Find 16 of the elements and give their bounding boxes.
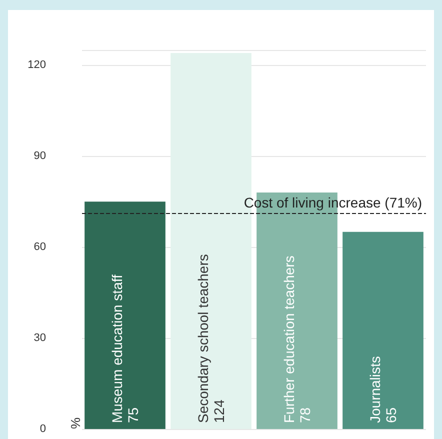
bar: [84, 202, 166, 429]
y-axis-title: %: [68, 417, 83, 429]
data-label: 78: [297, 407, 313, 423]
data-label: 75: [125, 407, 141, 423]
y-tick-label: 90: [34, 150, 46, 162]
x-tick-label: Secondary school teachers: [195, 254, 211, 423]
bar: [342, 232, 424, 429]
x-tick-label: Museum education staff: [109, 274, 125, 423]
y-tick-label: 60: [34, 241, 46, 254]
y-tick-label: 120: [28, 59, 46, 72]
data-label: 124: [211, 399, 227, 423]
y-tick-label: 30: [34, 332, 46, 344]
data-label: 65: [383, 407, 399, 423]
y-tick-label: 0: [40, 423, 46, 435]
x-tick-label: Further education teachers: [281, 256, 297, 423]
x-tick-label: Journalists: [367, 356, 383, 423]
